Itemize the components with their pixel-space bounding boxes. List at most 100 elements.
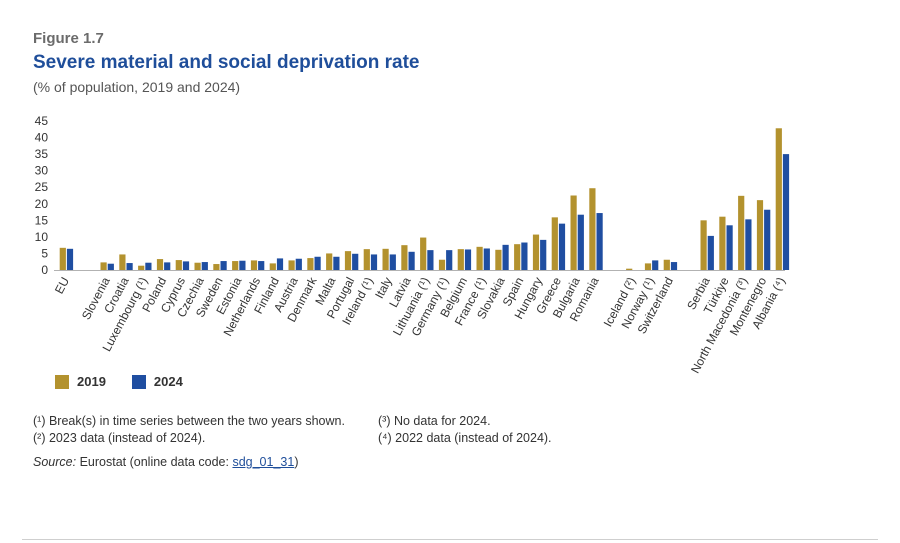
bar-2024 (182, 261, 190, 270)
bar-2019 (156, 259, 164, 270)
bar-2024 (726, 225, 733, 270)
bar-2019 (269, 263, 276, 270)
bar-2024 (540, 239, 547, 270)
legend-swatch-2024 (131, 374, 146, 389)
bar-2019 (307, 258, 314, 270)
y-tick-label: 45 (35, 114, 49, 128)
bar-2024 (577, 214, 584, 270)
bar-2024 (707, 235, 714, 270)
bar-2019 (532, 234, 540, 270)
bar-2019 (213, 264, 220, 270)
bar-2019 (363, 249, 370, 270)
footnote-2: (²) 2023 data (instead of 2024). (33, 431, 206, 445)
bar-2024 (220, 261, 227, 270)
bar-2024 (483, 248, 490, 270)
bar-2024 (782, 154, 790, 270)
bar-2019 (250, 260, 258, 270)
bar-2019 (175, 260, 182, 270)
bar-2024 (145, 262, 152, 270)
bar-2024 (295, 258, 302, 270)
figure-label: Figure 1.7 (33, 30, 104, 47)
y-tick-label: 30 (35, 164, 49, 178)
bar-2019 (719, 216, 726, 270)
chart-title: Severe material and social deprivation r… (33, 52, 420, 73)
source-text: Eurostat (online data code: (79, 455, 233, 469)
bar-2024 (126, 263, 133, 270)
legend-label-2024: 2024 (153, 374, 183, 389)
legend-swatch-2019 (55, 374, 69, 389)
y-tick-label: 35 (35, 147, 49, 161)
bar-2019 (663, 259, 670, 270)
bar-2024 (502, 244, 509, 270)
bar-2024 (596, 213, 603, 270)
bar-2019 (100, 262, 107, 270)
source-close: ) (294, 455, 299, 469)
bar-2024 (764, 209, 771, 270)
bar-2024 (239, 260, 246, 270)
bar-2019 (382, 248, 389, 270)
x-category-label: EU (52, 275, 72, 296)
bar-2024 (66, 248, 74, 270)
bar-2019 (59, 247, 66, 270)
bar-2019 (514, 244, 521, 270)
legend-item-2019: 2019 (55, 374, 106, 389)
legend-label-2019: 2019 (77, 374, 106, 389)
bar-2019 (476, 246, 483, 270)
bar-2019 (626, 268, 633, 270)
bar-2019 (551, 217, 558, 270)
bar-2019 (288, 260, 295, 270)
bar-2024 (201, 262, 208, 270)
bar-2019 (589, 188, 596, 270)
bar-2024 (258, 261, 265, 270)
bar-2019 (344, 251, 352, 270)
bar-2019 (232, 261, 239, 270)
bar-2024 (446, 250, 453, 270)
bar-2019 (756, 200, 764, 270)
bar-2019 (119, 254, 126, 270)
bar-2019 (700, 220, 707, 270)
y-tick-label: 10 (35, 230, 49, 244)
bar-2024 (652, 260, 659, 270)
bar-2019 (495, 249, 502, 270)
bar-2019 (570, 195, 577, 270)
y-tick-label: 5 (41, 246, 48, 260)
bar-2019 (401, 245, 408, 270)
bar-2024 (670, 262, 678, 270)
bar-2024 (427, 250, 434, 270)
bar-2019 (420, 237, 427, 270)
legend-item-2024: 2024 (131, 374, 183, 389)
y-tick-label: 25 (35, 180, 49, 194)
bar-2024 (370, 254, 378, 270)
bar-2019 (644, 263, 652, 270)
bar-2024 (107, 263, 114, 270)
bar-2024 (276, 258, 284, 270)
bar-2024 (745, 219, 752, 270)
footnote-3: (³) No data for 2024. (378, 414, 491, 428)
y-tick-label: 20 (35, 197, 49, 211)
bar-2019 (194, 262, 201, 270)
bar-2019 (457, 249, 464, 270)
y-tick-label: 0 (41, 263, 48, 277)
bottom-divider (22, 539, 878, 540)
y-tick-label: 40 (35, 131, 49, 145)
bar-2024 (333, 256, 340, 270)
source-line: Source: Eurostat (online data code: sdg_… (33, 455, 299, 469)
bar-2024 (389, 254, 396, 270)
source-data-code-link[interactable]: sdg_01_31 (232, 455, 295, 469)
bar-2024 (521, 242, 528, 270)
bar-2024 (314, 256, 321, 270)
bar-2024 (558, 223, 566, 270)
bar-2019 (775, 128, 782, 270)
footnote-4: (⁴) 2022 data (instead of 2024). (378, 431, 552, 445)
legend: 2019 2024 (55, 374, 209, 389)
bar-2019 (138, 265, 145, 270)
bar-2019 (738, 195, 745, 270)
bar-2024 (352, 253, 359, 270)
bar-2024 (164, 262, 171, 270)
bar-2019 (438, 259, 446, 270)
bar-2024 (408, 251, 415, 270)
footnote-1: (¹) Break(s) in time series between the … (33, 414, 345, 428)
chart-subtitle: (% of population, 2019 and 2024) (33, 79, 241, 95)
bar-2024 (464, 249, 472, 270)
